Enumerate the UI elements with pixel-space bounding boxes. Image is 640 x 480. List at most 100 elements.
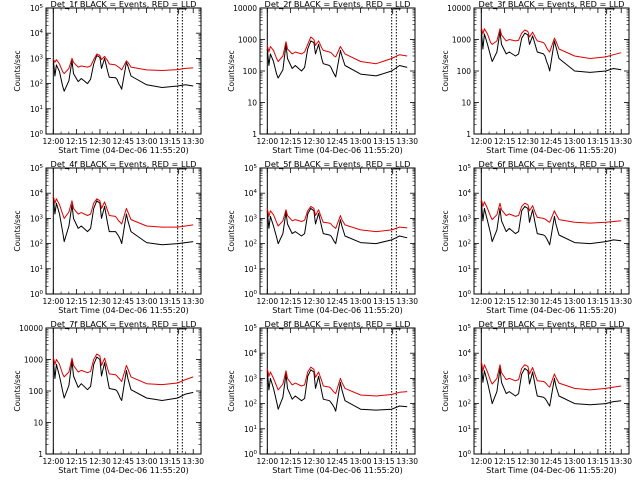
x-tick-label: 12:30 [517,457,539,466]
x-tick-label: 13:15 [587,137,609,146]
y-tick-label: 101 [244,265,257,274]
x-tick-label: 12:15 [494,297,516,306]
x-tick-label: 13:30 [182,457,204,466]
chart-panel-3: Det_3f BLACK = Events, RED = LLD 1 10 100 10… [441,0,632,155]
y-tick-label: 100 [243,67,258,76]
y-tick-label: 104 [244,349,258,358]
x-tick-label: 13:30 [182,137,204,146]
x-axis-label: Start Time (04-Dec-06 11:55:20) [58,146,189,155]
x-tick-label: 12:30 [89,297,111,306]
y-tick-label: 103 [30,214,44,223]
y-tick-label: 10 [247,99,257,108]
y-tick-label: 103 [458,214,472,223]
range-bracket [606,8,615,14]
x-tick-label: 12:30 [89,137,111,146]
chart-title: Det_8f BLACK = Events, RED = LLD [265,319,411,329]
chart-panel-4: Det_4f BLACK = Events, RED = LLD 100 101 10… [13,159,204,315]
y-tick-label: 100 [244,450,258,459]
x-tick-label: 12:00 [256,297,278,306]
y-tick-label: 102 [244,400,257,409]
range-bracket [606,168,615,174]
y-axis-label: Counts/sec [13,50,22,91]
x-tick-label: 12:00 [42,137,64,146]
x-axis-label: Start Time (04-Dec-06 11:55:20) [272,466,403,475]
y-tick-label: 100 [458,450,472,459]
y-tick-label: 105 [30,164,44,173]
y-tick-label: 102 [244,240,257,249]
series-line-events [266,369,408,412]
y-tick-label: 100 [244,290,258,299]
x-tick-label: 12:45 [112,457,134,466]
y-tick-label: 105 [244,164,258,173]
x-tick-label: 12:45 [326,137,348,146]
x-tick-label: 13:30 [610,297,632,306]
x-tick-label: 12:45 [540,297,562,306]
plot-frame [45,327,202,455]
x-axis-label: Start Time (04-Dec-06 11:55:20) [272,306,403,315]
x-tick-label: 13:00 [136,457,158,466]
y-tick-label: 103 [244,374,258,383]
y-tick-label: 105 [458,164,472,173]
y-tick-label: 1 [38,450,43,459]
x-tick-label: 13:15 [373,137,395,146]
x-tick-label: 12:30 [303,137,325,146]
series-line-lld [480,26,622,59]
x-tick-label: 12:00 [470,457,492,466]
chart-panel-5: Det_5f BLACK = Events, RED = LLD 100 101 10… [227,159,418,315]
plot-frame [473,7,630,135]
y-tick-label: 105 [30,4,44,13]
y-axis-label: Counts/sec [227,370,236,411]
y-tick-label: 100 [457,67,472,76]
x-tick-label: 12:45 [112,137,134,146]
x-tick-label: 12:45 [326,457,348,466]
chart-title: Det_2f BLACK = Events, RED = LLD [265,0,411,9]
x-tick-label: 13:30 [396,137,418,146]
x-tick-label: 13:30 [396,297,418,306]
y-tick-label: 104 [30,189,44,198]
y-tick-label: 102 [458,240,471,249]
plot-frame [259,167,416,295]
y-tick-label: 104 [244,189,258,198]
x-tick-label: 13:15 [159,137,181,146]
x-tick-label: 12:00 [470,297,492,306]
chart-panel-8: Det_8f BLACK = Events, RED = LLD 100 101 10… [227,319,418,475]
x-axis-label: Start Time (04-Dec-06 11:55:20) [58,466,189,475]
series-line-events [480,200,622,246]
y-tick-label: 102 [30,240,43,249]
y-tick-label: 101 [30,105,43,114]
y-tick-label: 103 [244,214,258,223]
chart-title: Det_4f BLACK = Events, RED = LLD [51,159,197,169]
x-tick-label: 12:15 [66,297,88,306]
chart-title: Det_6f BLACK = Events, RED = LLD [479,159,625,169]
series-line-events [52,356,194,401]
y-tick-label: 1 [252,130,257,139]
y-tick-label: 104 [30,29,44,38]
plot-frame [45,7,202,135]
y-axis-label: Counts/sec [441,210,450,251]
series-line-lld [266,205,408,233]
y-tick-label: 102 [458,400,471,409]
chart-title: Det_9f BLACK = Events, RED = LLD [479,319,625,329]
y-axis-label: Counts/sec [441,50,450,91]
y-tick-label: 10000 [19,324,43,333]
y-tick-label: 100 [30,130,44,139]
y-tick-label: 104 [458,349,472,358]
x-tick-label: 12:00 [42,297,64,306]
x-tick-label: 13:00 [136,137,158,146]
x-tick-label: 13:00 [564,297,586,306]
x-axis-label: Start Time (04-Dec-06 11:55:20) [486,306,617,315]
x-axis-label: Start Time (04-Dec-06 11:55:20) [486,466,617,475]
x-tick-label: 12:00 [256,137,278,146]
x-tick-label: 12:45 [326,297,348,306]
x-tick-label: 12:30 [517,297,539,306]
x-tick-label: 13:15 [373,457,395,466]
x-tick-label: 12:00 [42,457,64,466]
chart-title: Det_3f BLACK = Events, RED = LLD [479,0,625,9]
series-line-events [52,197,194,246]
y-axis-label: Counts/sec [441,370,450,411]
x-tick-label: 13:00 [350,457,372,466]
series-line-lld [52,53,194,75]
x-tick-label: 12:45 [112,297,134,306]
y-tick-label: 103 [458,374,472,383]
